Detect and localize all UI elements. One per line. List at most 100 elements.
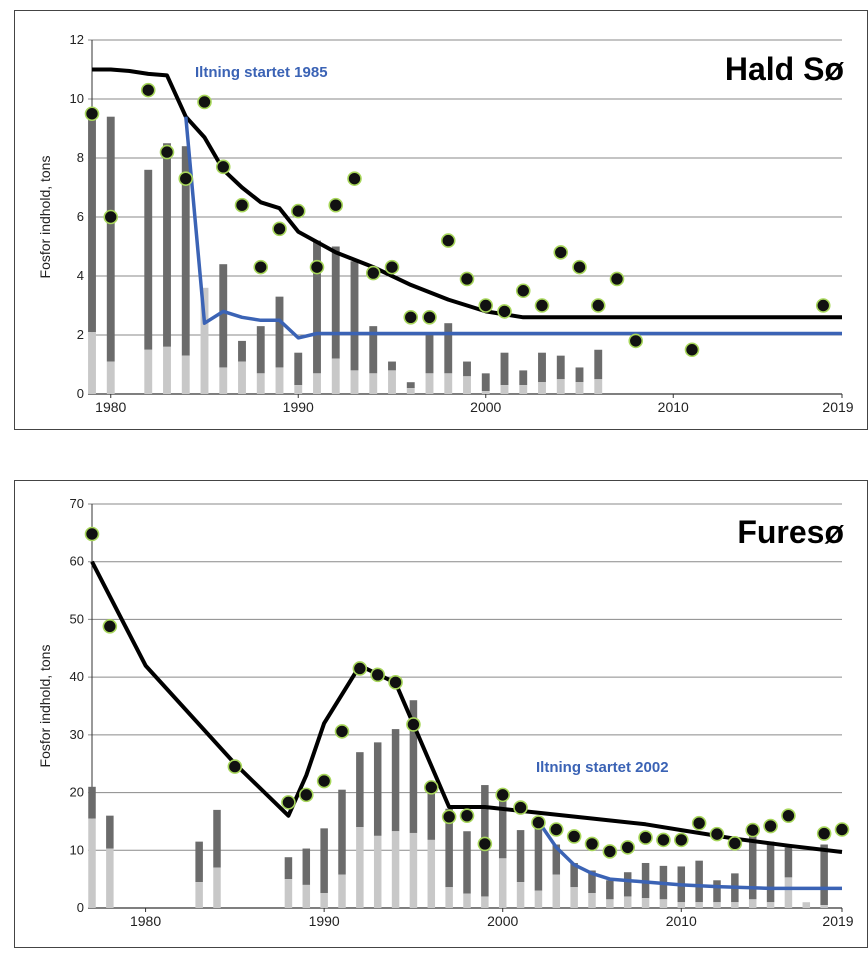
data-point <box>513 800 528 815</box>
data-point <box>290 203 306 219</box>
x-tick-label: 2019 <box>822 399 853 415</box>
bar-light-segment <box>106 848 114 908</box>
bar-dark-segment <box>406 382 415 389</box>
data-point <box>628 333 644 349</box>
data-point <box>328 197 344 213</box>
bar-light-segment <box>409 832 418 908</box>
x-tick-label: 1990 <box>309 913 340 929</box>
fureso-chart: 0 10 20 30 40 50 60 70 1980 1990 2000 2010 2019 Fosfo… <box>14 480 868 948</box>
bar-light-segment <box>538 382 546 394</box>
bar-dark-segment <box>713 880 721 903</box>
data-point <box>215 159 231 175</box>
bar-light-segment <box>444 373 453 394</box>
trend-line <box>90 560 843 854</box>
bar-dark-segment <box>284 857 293 880</box>
data-point <box>816 826 832 841</box>
bar-dark-segment <box>144 169 153 350</box>
bar-light-segment <box>391 831 400 908</box>
bar-dark-segment <box>519 370 528 386</box>
data-point <box>673 832 689 848</box>
bar-dark-segment <box>606 880 614 900</box>
bar-light-segment <box>445 887 453 908</box>
data-point <box>440 233 456 248</box>
bar-dark-segment <box>409 700 418 833</box>
data-point <box>334 724 350 739</box>
data-point <box>459 808 475 823</box>
data-point <box>638 830 653 845</box>
bar-dark-segment <box>88 786 96 819</box>
bar-dark-segment <box>588 870 596 893</box>
data-point <box>531 815 546 830</box>
y-tick-label: 60 <box>70 554 84 569</box>
data-point <box>441 809 457 825</box>
bar-light-segment <box>238 361 246 394</box>
x-tick-label: 2000 <box>470 399 501 415</box>
bar-light-segment <box>516 882 525 908</box>
data-point <box>727 836 743 851</box>
bar-dark-segment <box>213 809 221 868</box>
oxygenation-annotation: Iltning startet 2002 <box>536 759 669 776</box>
y-tick-label: 40 <box>70 669 84 684</box>
bar-dark-segment <box>463 361 471 377</box>
bar-light-segment <box>200 287 209 394</box>
data-point <box>745 822 761 838</box>
x-tick-label: 2010 <box>658 399 689 415</box>
hald-so-chart: 0 2 4 6 8 10 12 1980 1990 2000 2010 2019 Fosfor indh… <box>14 10 868 430</box>
x-tick-label: 2019 <box>822 913 853 929</box>
bar-light-segment <box>88 332 96 394</box>
data-point <box>781 808 796 823</box>
bar-light-segment <box>784 877 793 908</box>
bar-dark-segment <box>784 847 793 878</box>
bar-light-segment <box>677 902 686 908</box>
bar-light-segment <box>731 902 739 908</box>
bar-light-segment <box>406 388 415 394</box>
bar-light-segment <box>519 385 528 394</box>
bar-dark-segment <box>695 860 703 903</box>
data-point <box>370 667 386 683</box>
data-point <box>178 171 194 186</box>
bar-light-segment <box>320 892 328 908</box>
bar-dark-segment <box>302 848 311 885</box>
y-tick-label: 70 <box>70 496 84 511</box>
bar-light-segment <box>641 898 650 908</box>
y-tick-label: 10 <box>70 842 84 857</box>
bar-light-segment <box>284 879 293 908</box>
bar-light-segment <box>350 370 359 394</box>
data-point <box>316 773 332 789</box>
data-point <box>406 717 421 732</box>
data-point <box>159 144 175 160</box>
data-point <box>815 298 831 313</box>
y-tick-label: 0 <box>77 900 84 915</box>
y-tick-label: 0 <box>77 386 84 401</box>
chart-title: Hald Sø <box>725 51 845 87</box>
bar-dark-segment <box>388 361 396 371</box>
bar-dark-segment <box>445 808 453 888</box>
data-point <box>763 818 778 834</box>
data-point <box>602 844 618 859</box>
bar-light-segment <box>144 349 153 394</box>
bar-light-segment <box>820 905 828 908</box>
data-point <box>272 221 287 237</box>
bar-light-segment <box>481 391 490 394</box>
trend-line <box>92 67 842 320</box>
bar-dark-segment <box>350 261 359 371</box>
bar-light-segment <box>802 902 811 908</box>
y-tick-label: 6 <box>77 209 84 224</box>
bar-dark-segment <box>556 355 565 380</box>
data-point <box>584 836 600 852</box>
data-point <box>102 619 118 634</box>
bar-dark-segment <box>195 841 203 883</box>
bar-light-segment <box>356 827 364 908</box>
bar-light-segment <box>427 839 436 908</box>
data-point <box>515 283 531 299</box>
bar-dark-segment <box>106 815 114 849</box>
bar-dark-segment <box>338 789 346 875</box>
bar-dark-segment <box>427 786 436 840</box>
data-point <box>609 271 625 287</box>
bar-dark-segment <box>106 116 115 362</box>
bar-light-segment <box>388 370 396 394</box>
x-tick-label: 1990 <box>283 399 314 415</box>
data-point <box>691 815 707 831</box>
bar-light-segment <box>88 818 96 908</box>
bar-light-segment <box>275 367 284 394</box>
